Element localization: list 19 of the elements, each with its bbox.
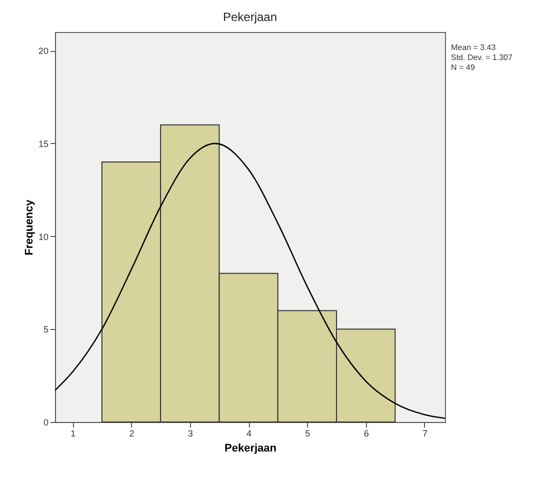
- x-tick-label: 3: [188, 428, 193, 438]
- x-tick-label: 5: [305, 428, 310, 438]
- x-axis-title: Pekerjaan: [224, 442, 277, 454]
- y-tick-label: 20: [38, 46, 48, 56]
- y-tick-label: 5: [43, 324, 48, 335]
- x-tick-label: 4: [246, 428, 252, 438]
- x-tick-label: 6: [364, 428, 369, 438]
- chart-title: Pekerjaan: [222, 10, 278, 24]
- y-tick-label: 15: [38, 138, 48, 149]
- text: N = 49: [451, 63, 476, 72]
- y-axis-title: Frequency: [23, 198, 36, 256]
- y-tick-label: 10: [38, 232, 48, 242]
- text: Mean = 3.43: [451, 43, 496, 52]
- y-tick-label: 0: [43, 418, 48, 428]
- x-tick-label: 1: [70, 428, 76, 438]
- line-series: [55, 142, 445, 419]
- x-tick-label: 7: [422, 428, 428, 438]
- text: Std. Dev. = 1.307: [451, 53, 513, 62]
- x-tick-label: 2: [129, 428, 134, 438]
